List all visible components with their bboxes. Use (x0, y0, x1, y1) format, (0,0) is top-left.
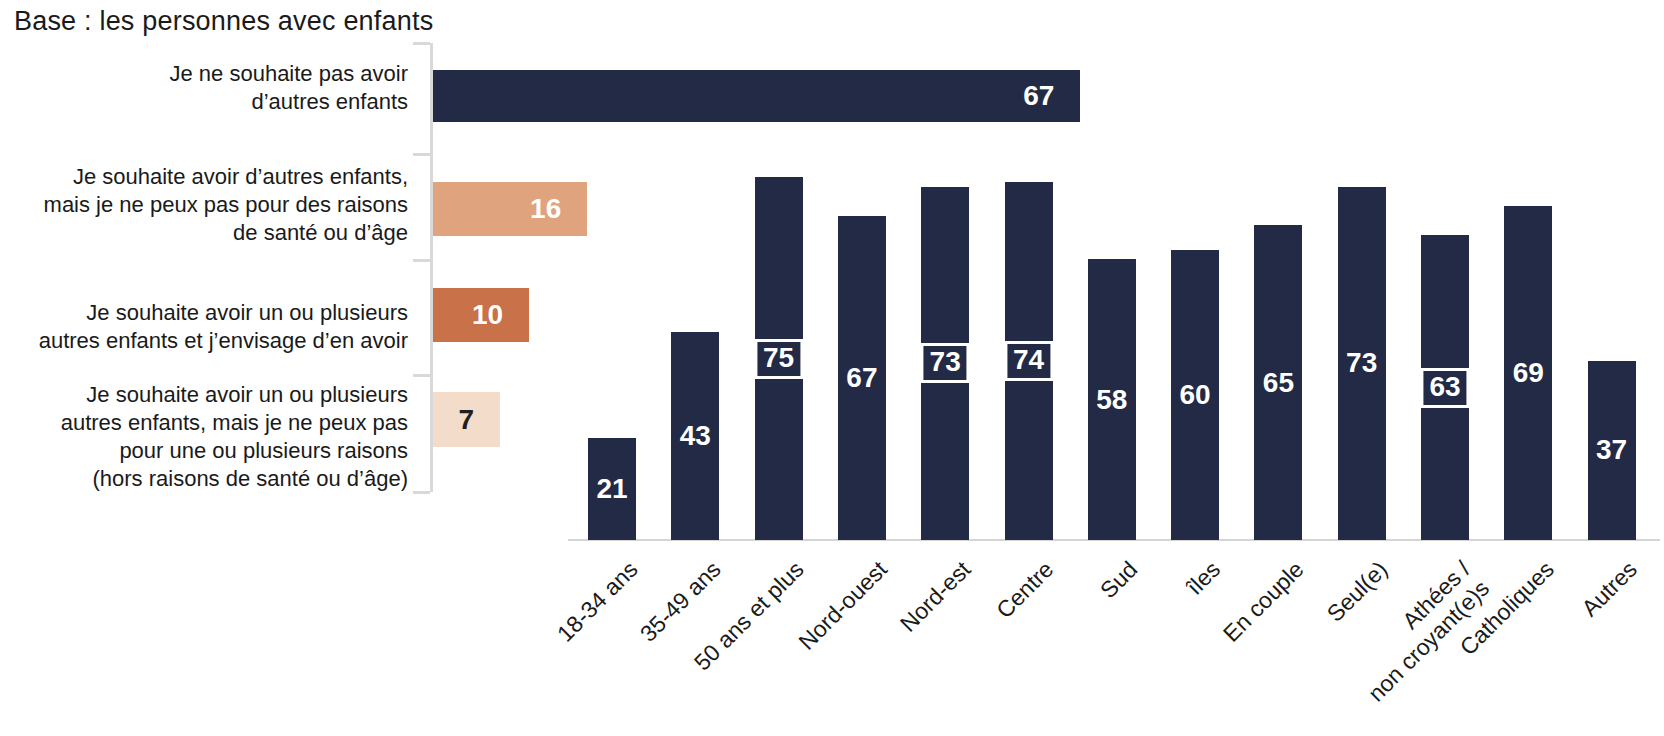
v-bar: 75 (755, 177, 803, 540)
h-bar: 16 (433, 182, 588, 236)
x-axis-label: Seul(e) (1321, 556, 1393, 628)
v-bar-value: 63 (1420, 368, 1469, 408)
v-bar-value: 73 (1346, 347, 1377, 379)
axis-tick (413, 491, 430, 494)
v-bar: 73 (921, 187, 969, 540)
h-bar-value: 67 (1023, 80, 1054, 112)
h-bar: 10 (433, 288, 530, 342)
x-axis-label: En couple (1218, 556, 1309, 647)
h-bar-value: 7 (459, 404, 475, 436)
x-axis-label: 18-34 ans (552, 556, 643, 647)
v-bar: 21 (588, 438, 636, 540)
h-category-label: Je souhaite avoir un ou plusieurs autres… (39, 299, 408, 355)
h-category-label: Je souhaite avoir un ou plusieurs autres… (61, 381, 408, 493)
x-axis-label: Nord-ouest (793, 556, 893, 656)
v-bar-value: 74 (1004, 341, 1053, 381)
h-bar: 7 (433, 392, 501, 447)
v-bar-value: 21 (596, 473, 627, 505)
v-bar: 65 (1254, 225, 1302, 540)
chart-title: Base : les personnes avec enfants (14, 6, 433, 37)
axis-tick (413, 259, 430, 262)
v-bar-value: 60 (1180, 379, 1211, 411)
v-bar-value: 69 (1513, 357, 1544, 389)
h-bar-value: 10 (472, 299, 503, 331)
axis-tick (413, 42, 430, 45)
axis-tick (413, 374, 430, 377)
v-bar-value: 58 (1096, 384, 1127, 416)
v-bar: 69 (1504, 206, 1552, 540)
v-bar-value: 65 (1263, 367, 1294, 399)
x-axis-label: Centre (992, 556, 1060, 624)
v-bar: 63 (1421, 235, 1469, 540)
v-bar: 73 (1338, 187, 1386, 540)
v-bar-value: 75 (754, 339, 803, 379)
h-category-label: Je souhaite avoir d’autres enfants, mais… (44, 163, 408, 247)
v-bar-value: 43 (680, 420, 711, 452)
v-bar: 58 (1088, 259, 1136, 540)
v-bar: 60 (1171, 250, 1219, 540)
v-bar: 43 (671, 332, 719, 540)
chart-canvas: Base : les personnes avec enfants 67 Je n… (0, 0, 1664, 736)
h-bar: 67 (433, 70, 1081, 122)
x-axis-label: Sud (1095, 556, 1143, 604)
x-axis-label: Autres (1577, 556, 1643, 622)
axis-tick (413, 153, 430, 156)
x-axis-label: Nord-est (895, 556, 976, 637)
x-axis-label: îles (1182, 556, 1226, 600)
v-bar: 37 (1588, 361, 1636, 540)
v-bar-value: 37 (1596, 434, 1627, 466)
h-category-label: Je ne souhaite pas avoir d’autres enfant… (170, 60, 409, 116)
h-bar-value: 16 (530, 193, 561, 225)
v-bar-value: 67 (846, 362, 877, 394)
v-bar: 67 (838, 216, 886, 540)
v-bar: 74 (1005, 182, 1053, 540)
v-bar-value: 73 (921, 343, 970, 383)
